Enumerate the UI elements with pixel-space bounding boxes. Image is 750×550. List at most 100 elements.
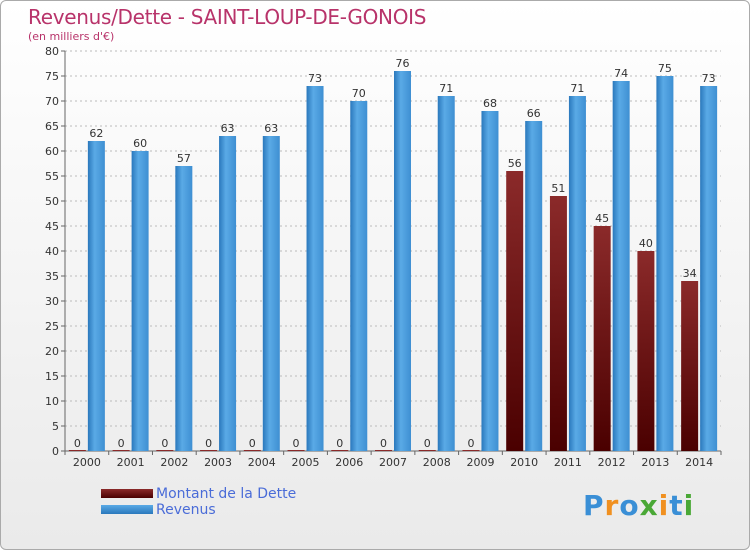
data-labels: 0 62 0 60 0 57 0 63 0 63 0 73 0 70 0 76 0 71 0 68 56 66 51 71 45… bbox=[74, 57, 716, 450]
bar-revenus bbox=[131, 151, 149, 451]
x-tick-label: 2006 bbox=[335, 456, 363, 469]
y-tick-label: 80 bbox=[45, 45, 59, 58]
y-tick-label: 5 bbox=[52, 420, 59, 433]
data-label-revenus: 75 bbox=[658, 62, 672, 75]
bars bbox=[68, 71, 718, 451]
x-tick-label: 2010 bbox=[510, 456, 538, 469]
bar-dette bbox=[637, 251, 655, 451]
legend-swatch-revenus bbox=[101, 505, 153, 514]
bar-revenus bbox=[437, 96, 455, 451]
y-tick-label: 15 bbox=[45, 370, 59, 383]
y-tick-label: 20 bbox=[45, 345, 59, 358]
x-tick-label: 2011 bbox=[554, 456, 582, 469]
x-tick-label: 2001 bbox=[117, 456, 145, 469]
y-tick-label: 60 bbox=[45, 145, 59, 158]
bar-revenus bbox=[612, 81, 630, 451]
bar-revenus bbox=[700, 86, 718, 451]
data-label-dette: 34 bbox=[683, 267, 697, 280]
bar-revenus bbox=[87, 141, 105, 451]
bar-dette bbox=[112, 450, 130, 451]
bar-revenus bbox=[394, 71, 411, 451]
x-tick-label: 2013 bbox=[641, 456, 669, 469]
y-tick-label: 25 bbox=[45, 320, 59, 333]
bar-revenus bbox=[306, 86, 324, 451]
data-label-revenus: 76 bbox=[396, 57, 410, 70]
data-label-revenus: 73 bbox=[702, 72, 716, 85]
bar-revenus bbox=[656, 76, 674, 451]
x-tick-label: 2002 bbox=[160, 456, 188, 469]
bar-dette bbox=[156, 450, 174, 451]
bar-revenus bbox=[350, 101, 368, 451]
legend-label-revenus: Revenus bbox=[156, 502, 216, 518]
bar-dette bbox=[68, 450, 86, 451]
x-tick-label: 2008 bbox=[423, 456, 451, 469]
data-label-dette: 0 bbox=[74, 437, 81, 450]
bar-dette bbox=[287, 450, 305, 451]
x-tick-label: 2003 bbox=[204, 456, 232, 469]
x-tick-label: 2004 bbox=[248, 456, 276, 469]
bar-dette bbox=[243, 450, 261, 451]
bar-revenus bbox=[175, 166, 193, 451]
bar-dette bbox=[418, 450, 436, 451]
bar-revenus bbox=[262, 136, 280, 451]
data-label-dette: 40 bbox=[639, 237, 653, 250]
bar-dette bbox=[200, 450, 218, 451]
y-tick-label: 10 bbox=[45, 395, 59, 408]
x-tick-label: 2007 bbox=[379, 456, 407, 469]
x-tick-label: 2005 bbox=[292, 456, 320, 469]
data-label-revenus: 57 bbox=[177, 152, 191, 165]
y-tick-label: 0 bbox=[52, 445, 59, 458]
data-label-dette: 0 bbox=[118, 437, 125, 450]
legend-swatch-dette bbox=[101, 489, 153, 498]
data-label-revenus: 63 bbox=[264, 122, 278, 135]
x-tick-label: 2014 bbox=[685, 456, 713, 469]
bar-revenus bbox=[481, 111, 499, 451]
proxiti-logo: Proxiti bbox=[583, 489, 695, 522]
bar-revenus bbox=[525, 121, 543, 451]
data-label-revenus: 73 bbox=[308, 72, 322, 85]
x-tick-label: 2000 bbox=[73, 456, 101, 469]
grid bbox=[65, 50, 721, 427]
y-tick-label: 70 bbox=[45, 95, 59, 108]
data-label-revenus: 70 bbox=[352, 87, 366, 100]
data-label-revenus: 74 bbox=[614, 67, 628, 80]
y-tick-label: 40 bbox=[45, 245, 59, 258]
data-label-revenus: 60 bbox=[133, 137, 147, 150]
bar-dette bbox=[462, 450, 480, 451]
y-tick-label: 50 bbox=[45, 195, 59, 208]
chart-title: Revenus/Dette - SAINT-LOUP-DE-GONOIS bbox=[28, 5, 427, 29]
x-tick-label: 2009 bbox=[466, 456, 494, 469]
data-label-dette: 0 bbox=[467, 437, 474, 450]
data-label-dette: 0 bbox=[249, 437, 256, 450]
y-tick-label: 35 bbox=[45, 270, 59, 283]
data-label-revenus: 71 bbox=[570, 82, 584, 95]
data-label-dette: 0 bbox=[336, 437, 343, 450]
chart-subtitle: (en milliers d'€) bbox=[28, 30, 115, 43]
bar-dette bbox=[331, 450, 349, 451]
data-label-revenus: 63 bbox=[221, 122, 235, 135]
data-label-revenus: 68 bbox=[483, 97, 497, 110]
bar-dette bbox=[549, 196, 567, 451]
data-label-dette: 56 bbox=[508, 157, 522, 170]
data-label-dette: 0 bbox=[205, 437, 212, 450]
data-label-revenus: 71 bbox=[439, 82, 453, 95]
data-label-revenus: 62 bbox=[89, 127, 103, 140]
bar-dette bbox=[593, 226, 611, 451]
bar-dette bbox=[375, 450, 392, 451]
x-tick-label: 2012 bbox=[598, 456, 626, 469]
y-tick-label: 75 bbox=[45, 70, 59, 83]
legend-label-dette: Montant de la Dette bbox=[156, 486, 297, 502]
y-tick-label: 55 bbox=[45, 170, 59, 183]
y-tick-label: 65 bbox=[45, 120, 59, 133]
data-label-dette: 0 bbox=[380, 437, 387, 450]
data-label-revenus: 66 bbox=[527, 107, 541, 120]
bar-revenus bbox=[568, 96, 586, 451]
data-label-dette: 0 bbox=[161, 437, 168, 450]
data-label-dette: 0 bbox=[424, 437, 431, 450]
data-label-dette: 45 bbox=[595, 212, 609, 225]
bar-dette bbox=[506, 171, 524, 451]
bar-dette bbox=[681, 281, 699, 451]
